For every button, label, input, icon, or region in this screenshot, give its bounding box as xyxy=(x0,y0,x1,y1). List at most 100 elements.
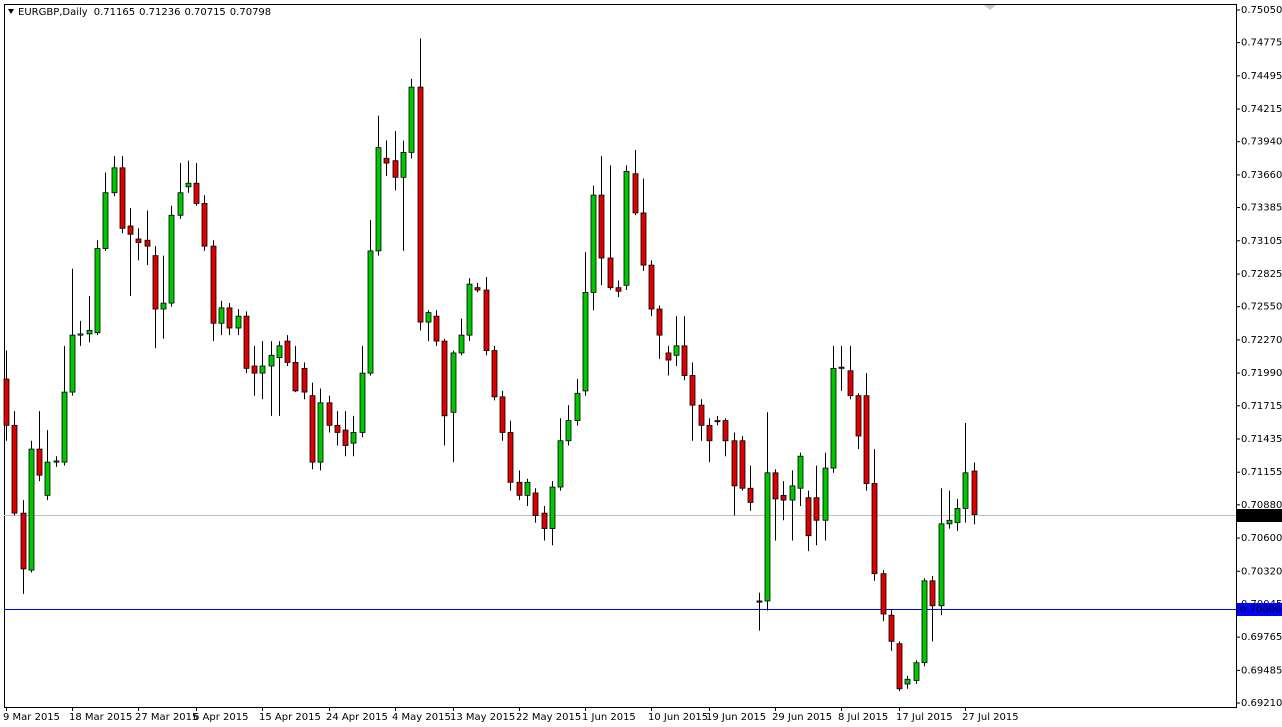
candle-body xyxy=(855,395,862,437)
candle-body xyxy=(756,600,763,603)
candle-body xyxy=(904,678,911,685)
candle-body xyxy=(458,334,465,354)
x-tick-label: 13 May 2015 xyxy=(450,712,515,723)
candle-body xyxy=(119,167,126,229)
y-tick-label: 0.69485 xyxy=(1241,665,1282,676)
y-tick-label: 0.73940 xyxy=(1241,137,1282,148)
x-tick-label: 24 Apr 2015 xyxy=(326,712,388,723)
candle-body xyxy=(243,315,250,369)
candle-body xyxy=(433,315,440,342)
high-value: 0.71236 xyxy=(139,7,180,18)
price-label: 0.70000 xyxy=(1240,605,1281,616)
candle-body xyxy=(317,402,324,463)
candle-body xyxy=(218,307,225,324)
menu-arrow[interactable] xyxy=(8,9,14,14)
candle-body xyxy=(706,424,713,442)
candle-body xyxy=(417,86,424,323)
y-tick-label: 0.72270 xyxy=(1241,335,1282,346)
candle-body xyxy=(722,420,729,442)
candle-body xyxy=(483,289,490,351)
candle-body xyxy=(789,485,796,501)
candle-body xyxy=(499,396,506,433)
candle-body xyxy=(301,367,308,393)
candle-body xyxy=(747,487,754,503)
candle-body xyxy=(61,391,68,463)
x-tick-label: 27 Mar 2015 xyxy=(135,712,198,723)
candle-body xyxy=(880,573,887,615)
candle-body xyxy=(69,334,76,393)
x-tick-label: 6 Apr 2015 xyxy=(193,712,248,723)
candle-body xyxy=(177,192,184,216)
candle-body xyxy=(491,350,498,398)
candle-body xyxy=(160,302,167,310)
candle-body xyxy=(44,461,51,496)
candle-body xyxy=(640,212,647,266)
x-tick-label: 29 Jun 2015 xyxy=(772,712,832,723)
x-tick-label: 8 Jul 2015 xyxy=(838,712,888,723)
candle-body xyxy=(780,494,787,501)
y-tick-label: 0.73385 xyxy=(1241,203,1282,214)
candle-body xyxy=(268,354,275,367)
candle-body xyxy=(772,472,779,500)
candle-body xyxy=(94,248,101,334)
candle-body xyxy=(847,370,854,397)
y-tick-label: 0.71990 xyxy=(1241,368,1282,379)
x-tick-label: 19 Jun 2015 xyxy=(706,712,766,723)
candle-body xyxy=(235,315,242,329)
candle-body xyxy=(201,203,208,247)
y-tick-label: 0.72825 xyxy=(1241,269,1282,280)
candle-body xyxy=(259,365,266,374)
candle-body xyxy=(665,352,672,361)
candle-body xyxy=(77,333,84,336)
y-tick-label: 0.70880 xyxy=(1241,500,1282,511)
low-value: 0.70715 xyxy=(184,7,225,18)
candle-body xyxy=(574,392,581,421)
candle-body xyxy=(689,375,696,406)
y-tick-label: 0.74495 xyxy=(1241,71,1282,82)
candle-body xyxy=(400,151,407,178)
candle-body xyxy=(152,255,159,310)
x-tick-label: 15 Apr 2015 xyxy=(259,712,321,723)
candle-body xyxy=(954,508,961,524)
x-tick-label: 17 Jul 2015 xyxy=(896,712,953,723)
x-tick-label: 22 May 2015 xyxy=(516,712,581,723)
candle-body xyxy=(102,192,109,249)
candle-body xyxy=(507,432,514,483)
candle-body xyxy=(739,440,746,489)
candle-body xyxy=(350,432,357,444)
candle-body xyxy=(127,225,134,235)
candle-body xyxy=(971,470,978,515)
candle-body xyxy=(425,312,432,323)
candle-body xyxy=(408,86,415,153)
candle-body xyxy=(929,580,936,607)
close-value: 0.70798 xyxy=(230,7,271,18)
candle-body xyxy=(797,455,804,489)
price-label-box xyxy=(1237,603,1282,616)
candle-body xyxy=(714,420,721,423)
candle-body xyxy=(565,420,572,442)
candle-body xyxy=(532,492,539,516)
y-tick-label: 0.70600 xyxy=(1241,533,1282,544)
x-tick-label: 4 May 2015 xyxy=(392,712,451,723)
y-tick-label: 0.74215 xyxy=(1241,104,1282,115)
candle-body xyxy=(648,264,655,310)
candle-body xyxy=(673,345,680,356)
candle-body xyxy=(210,245,217,324)
candle-body xyxy=(822,467,829,521)
candle-body xyxy=(764,472,771,602)
candle-body xyxy=(946,519,953,525)
candle-body xyxy=(334,424,341,433)
shift-marker xyxy=(984,5,996,10)
y-tick-label: 0.71715 xyxy=(1241,401,1282,412)
candle-body xyxy=(557,440,564,488)
candle-body xyxy=(598,194,605,259)
candle-body xyxy=(813,497,820,521)
x-tick-label: 18 Mar 2015 xyxy=(69,712,132,723)
chart-title: EURGBP,Daily xyxy=(18,7,88,18)
candle-body xyxy=(656,308,663,336)
x-tick-label: 27 Jul 2015 xyxy=(962,712,1019,723)
y-tick-label: 0.72550 xyxy=(1241,302,1282,313)
candle-body xyxy=(28,448,35,571)
